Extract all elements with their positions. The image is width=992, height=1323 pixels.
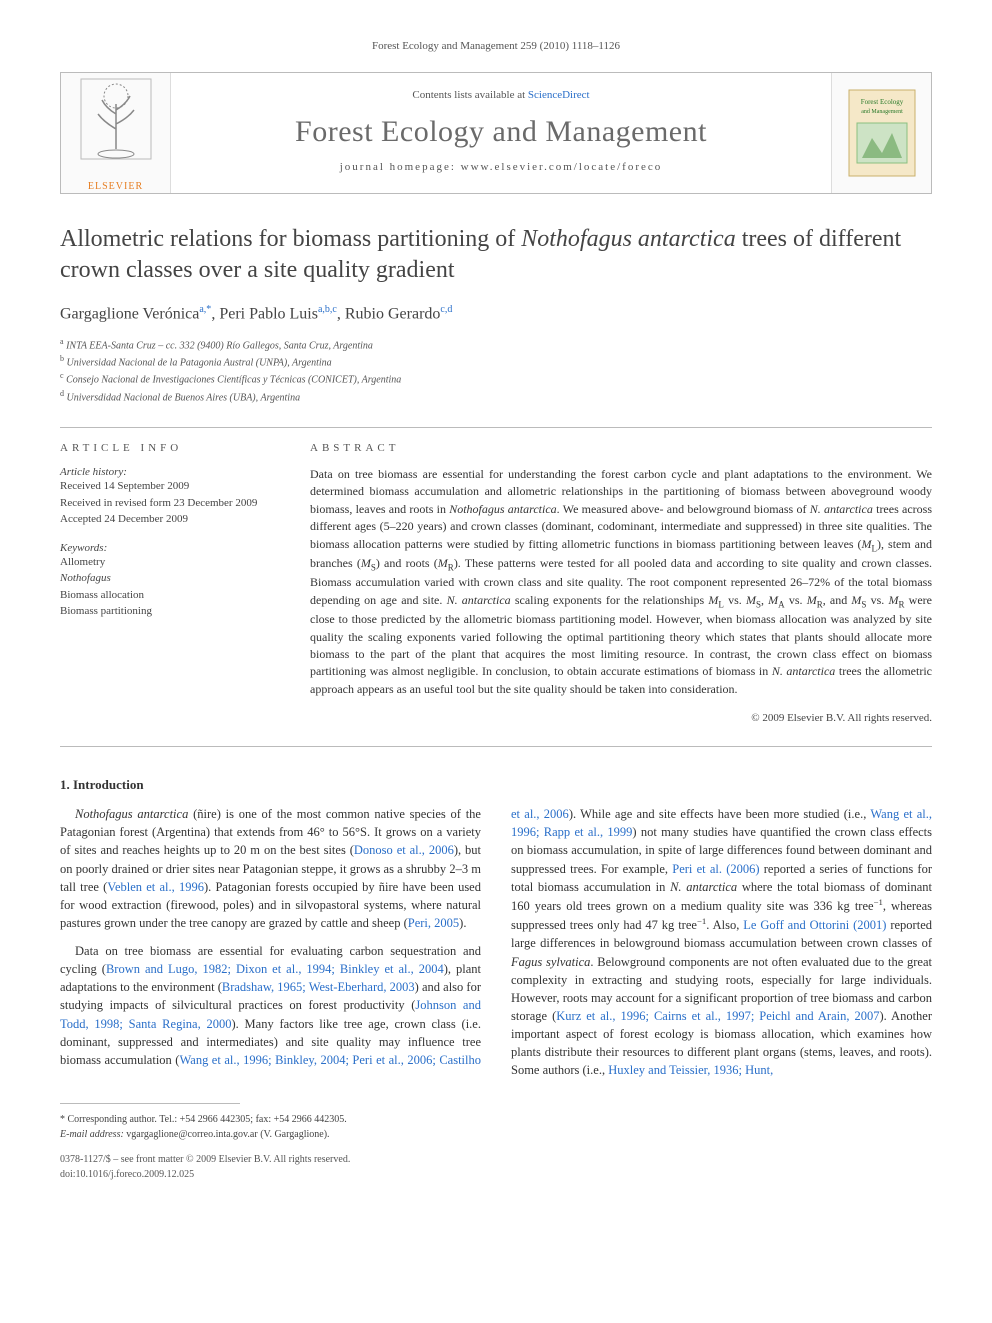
journal-header-mid: Contents lists available at ScienceDirec… — [171, 73, 831, 193]
history-accepted: Accepted 24 December 2009 — [60, 511, 270, 528]
history-revised: Received in revised form 23 December 200… — [60, 495, 270, 512]
author-2-aff: a,b,c — [318, 304, 337, 315]
homepage-line: journal homepage: www.elsevier.com/locat… — [191, 161, 811, 173]
author-3: Rubio Gerardo — [345, 306, 441, 323]
homepage-prefix: journal homepage: — [340, 161, 461, 173]
contents-line: Contents lists available at ScienceDirec… — [191, 89, 811, 101]
abstract-col: ABSTRACT Data on tree biomass are essent… — [310, 442, 932, 724]
affil-c-text: Consejo Nacional de Investigaciones Cien… — [66, 375, 401, 386]
author-1: Gargaglione Verónica — [60, 306, 199, 323]
cover-icon: Forest Ecology and Management — [847, 88, 917, 178]
running-head: Forest Ecology and Management 259 (2010)… — [60, 40, 932, 52]
footnote-rule — [60, 1103, 240, 1104]
cover-label-1: Forest Ecology — [860, 98, 903, 106]
sciencedirect-link[interactable]: ScienceDirect — [528, 89, 590, 101]
abstract-copyright: © 2009 Elsevier B.V. All rights reserved… — [310, 712, 932, 724]
divider-bottom — [60, 746, 932, 747]
footer-issn: 0378-1127/$ – see front matter © 2009 El… — [60, 1152, 932, 1167]
affil-b-text: Universidad Nacional de la Patagonia Aus… — [67, 357, 332, 368]
corresponding-footnote: * Corresponding author. Tel.: +54 2966 4… — [60, 1112, 932, 1142]
meta-row: ARTICLE INFO Article history: Received 1… — [60, 442, 932, 724]
affil-a: a INTA EEA-Santa Cruz – cc. 332 (9400) R… — [60, 336, 932, 353]
footnote-email-who: (V. Gargaglione). — [260, 1129, 329, 1140]
affil-a-text: INTA EEA-Santa Cruz – cc. 332 (9400) Río… — [66, 340, 373, 351]
contents-prefix: Contents lists available at — [412, 89, 527, 101]
affil-d: d Universdidad Nacional de Buenos Aires … — [60, 388, 932, 405]
body-columns: Nothofagus antarctica (ñire) is one of t… — [60, 805, 932, 1079]
article-info-head: ARTICLE INFO — [60, 442, 270, 454]
homepage-url[interactable]: www.elsevier.com/locate/foreco — [461, 161, 663, 173]
article-title: Allometric relations for biomass partiti… — [60, 224, 932, 286]
author-2: Peri Pablo Luis — [219, 306, 318, 323]
footnote-email-label: E-mail address: — [60, 1129, 124, 1140]
title-pre: Allometric relations for biomass partiti… — [60, 226, 521, 252]
journal-title: Forest Ecology and Management — [191, 115, 811, 149]
affil-d-sup: d — [60, 389, 64, 398]
author-3-aff: c,d — [440, 304, 452, 315]
keyword-3: Biomass allocation — [60, 587, 270, 604]
affil-d-text: Universdidad Nacional de Buenos Aires (U… — [67, 392, 301, 403]
authors-line: Gargaglione Verónicaa,*, Peri Pablo Luis… — [60, 304, 932, 323]
footnote-email[interactable]: vgargaglione@correo.inta.gov.ar — [126, 1129, 257, 1140]
affil-b-sup: b — [60, 354, 64, 363]
affil-b: b Universidad Nacional de la Patagonia A… — [60, 353, 932, 370]
article-info-col: ARTICLE INFO Article history: Received 1… — [60, 442, 270, 724]
cover-label-2: and Management — [861, 109, 903, 115]
journal-header-box: ELSEVIER Contents lists available at Sci… — [60, 72, 932, 194]
author-1-aff: a,* — [199, 304, 211, 315]
history-label: Article history: — [60, 466, 270, 478]
divider-top — [60, 427, 932, 428]
footer-doi: doi:10.1016/j.foreco.2009.12.025 — [60, 1167, 932, 1182]
affil-c: c Consejo Nacional de Investigaciones Ci… — [60, 370, 932, 387]
keyword-4: Biomass partitioning — [60, 603, 270, 620]
footnote-star: * Corresponding author. Tel.: +54 2966 4… — [60, 1112, 932, 1127]
keyword-2: Nothofagus — [60, 570, 270, 587]
affil-c-sup: c — [60, 371, 64, 380]
affiliations: a INTA EEA-Santa Cruz – cc. 332 (9400) R… — [60, 336, 932, 405]
journal-cover-thumb: Forest Ecology and Management — [831, 73, 931, 193]
footer-copy: 0378-1127/$ – see front matter © 2009 El… — [60, 1152, 932, 1182]
publisher-name: ELSEVIER — [76, 181, 156, 192]
keyword-1: Allometry — [60, 554, 270, 571]
keywords-label: Keywords: — [60, 542, 270, 554]
abstract-head: ABSTRACT — [310, 442, 932, 454]
affil-a-sup: a — [60, 337, 64, 346]
abstract-text: Data on tree biomass are essential for u… — [310, 466, 932, 698]
publisher-logo: ELSEVIER — [61, 73, 171, 193]
history-received: Received 14 September 2009 — [60, 478, 270, 495]
section-1-head: 1. Introduction — [60, 777, 932, 793]
title-ital: Nothofagus antarctica — [521, 226, 735, 252]
footnote-email-line: E-mail address: vgargaglione@correo.inta… — [60, 1127, 932, 1142]
elsevier-tree-icon — [76, 74, 156, 174]
